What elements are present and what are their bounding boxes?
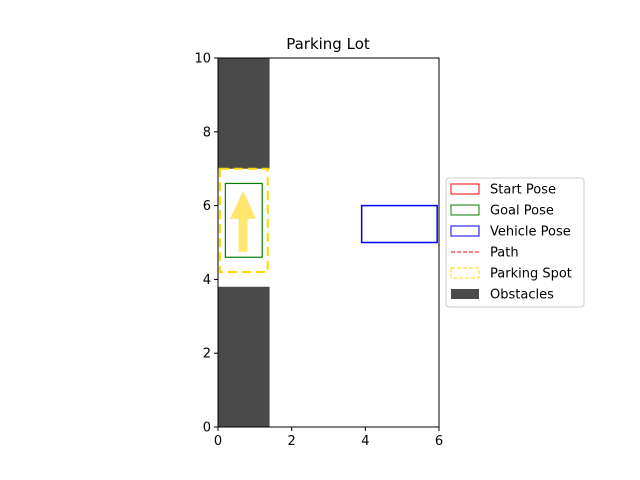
legend-frame [445,177,585,308]
goal-heading-arrow [230,190,257,252]
y-tick-label: 8 [203,125,211,140]
legend-label-start-pose: Start Pose [490,183,556,198]
legend-label-goal-pose: Goal Pose [490,204,554,219]
axes: 0 2 4 6 0 2 4 6 8 10 [194,52,443,450]
y-tick-label: 2 [203,347,211,362]
x-tick-label: 6 [435,434,443,449]
chart-title: Parking Lot [286,35,370,53]
goal-pose-box [224,182,263,258]
legend-label-path: Path [490,246,519,261]
legend-swatch-parking-spot [450,267,480,279]
x-tick-label: 4 [361,434,369,449]
legend-swatch-vehicle-pose [450,225,480,237]
legend-swatch-goal-pose [450,204,480,216]
legend-label-parking-spot: Parking Spot [490,267,572,282]
obstacle-1 [218,58,270,169]
legend: Start Pose Goal Pose Vehicle Pose Path Parki… [445,177,585,308]
plot-area [218,58,438,427]
y-tick-label: 4 [203,273,211,288]
legend-swatch-obstacles [451,289,479,299]
legend-label-obstacles: Obstacles [490,288,554,303]
obstacle-2 [218,286,270,427]
legend-swatch-start-pose [450,183,480,195]
x-tick-label: 0 [214,434,222,449]
parking-spot [218,167,269,274]
x-tick-label: 2 [288,434,296,449]
y-tick-label: 10 [194,52,211,67]
legend-label-vehicle-pose: Vehicle Pose [490,225,571,240]
axes-frame [217,57,440,428]
y-tick-label: 6 [203,199,211,214]
vehicle-pose-box [360,204,438,244]
y-tick-label: 0 [203,421,211,436]
